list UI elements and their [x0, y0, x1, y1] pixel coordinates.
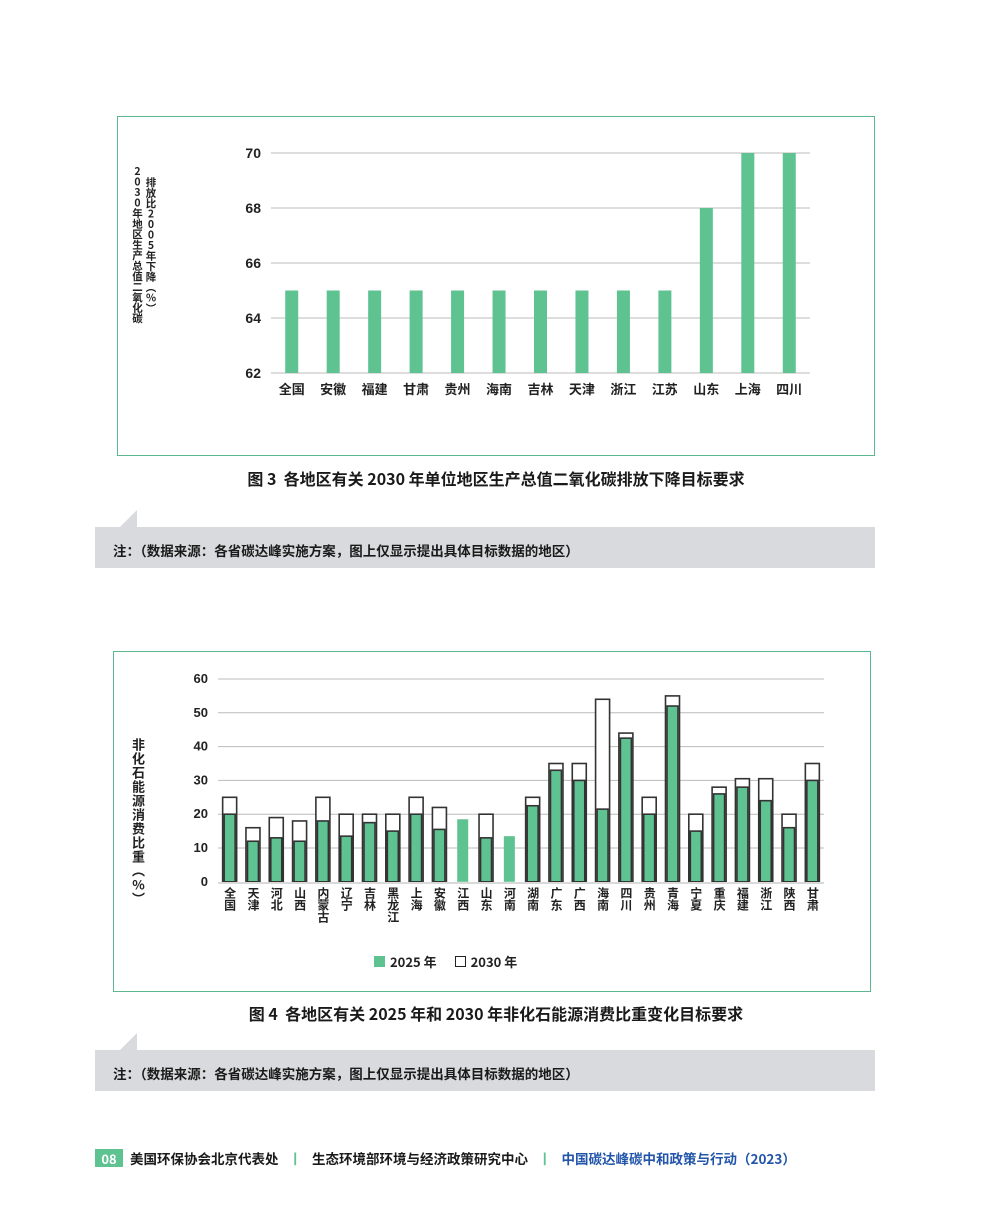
svg-text:62: 62: [245, 365, 261, 381]
svg-text:60: 60: [194, 671, 208, 686]
svg-text:20: 20: [194, 806, 208, 821]
svg-text:70: 70: [245, 145, 261, 161]
svg-text:68: 68: [245, 200, 261, 216]
svg-text:64: 64: [245, 310, 261, 326]
svg-text:10: 10: [194, 840, 208, 855]
svg-text:40: 40: [194, 739, 208, 754]
svg-text:30: 30: [194, 772, 208, 787]
svg-text:50: 50: [194, 705, 208, 720]
svg-text:0: 0: [201, 874, 208, 889]
svg-text:66: 66: [245, 255, 261, 271]
